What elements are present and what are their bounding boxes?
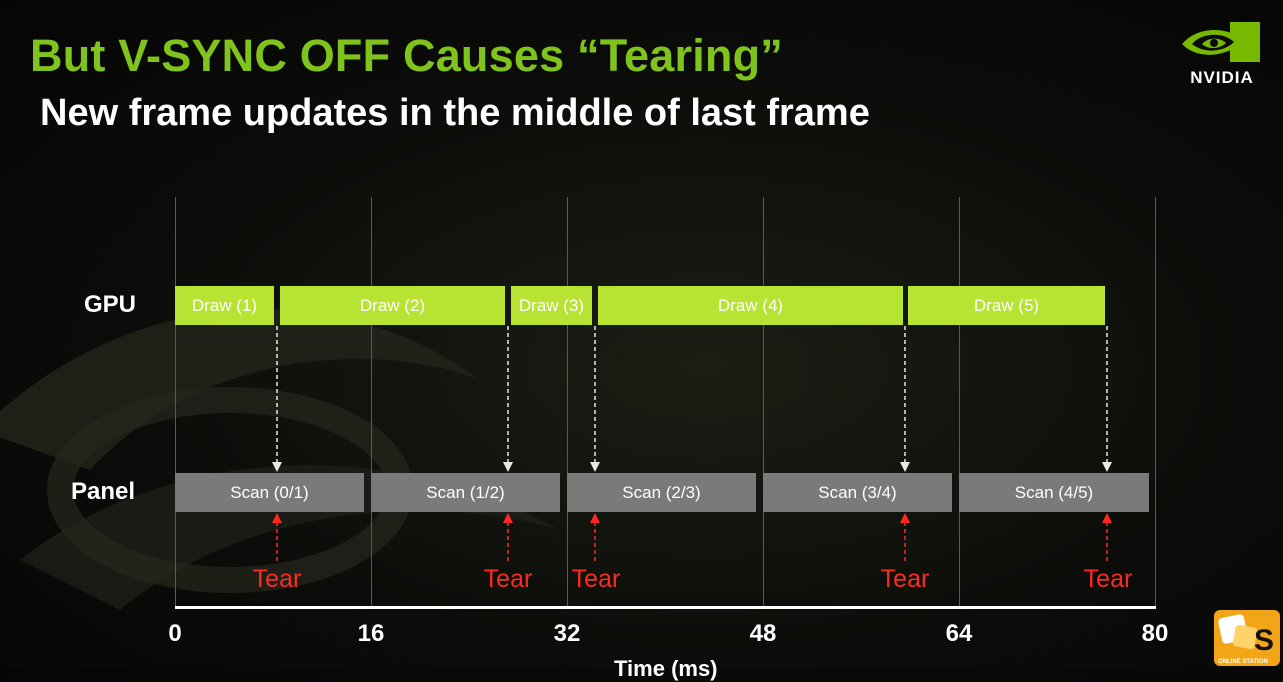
draw-bar-3: Draw (3) [511,286,592,325]
svg-text:ONLINE STATION: ONLINE STATION [1218,659,1268,665]
x-tick-label: 0 [168,620,182,647]
nvidia-eye-logo-icon [1182,22,1260,62]
tear-label: Tear [571,565,621,593]
gridline [175,197,176,608]
gridline [959,197,960,608]
gridline [371,197,372,608]
tear-label: Tear [483,565,533,593]
tear-label: Tear [880,565,930,593]
tear-arrowhead [900,513,910,523]
svg-text:S: S [1254,624,1274,657]
x-axis-label: Time (ms) [614,656,718,681]
tear-label: Tear [252,565,302,593]
arrowhead [1102,462,1112,472]
row-label-panel: Panel [71,478,136,505]
scan-bar-1: Scan (0/1) [175,473,364,512]
scan-bar-4: Scan (3/4) [763,473,952,512]
gridline [763,197,764,608]
nvidia-wordmark: NVIDIA [1190,68,1254,87]
draw-bar-2: Draw (2) [280,286,505,325]
x-tick-label: 48 [749,620,777,647]
x-tick-label: 32 [553,620,581,647]
arrowhead [900,462,910,472]
gridline [567,197,568,608]
tear-arrowhead [1102,513,1112,523]
draw-bar-4: Draw (4) [598,286,903,325]
draw-bar-1: Draw (1) [175,286,274,325]
slide-title: But V-SYNC OFF Causes “Tearing” [30,30,783,81]
x-tick-label: 64 [945,620,973,647]
time-axis-line [175,606,1156,609]
scan-bar-5: Scan (4/5) [959,473,1149,512]
tear-label: Tear [1083,565,1133,593]
x-tick-label: 16 [357,620,385,647]
draw-bar-5: Draw (5) [908,286,1105,325]
slide-subtitle: New frame updates in the middle of last … [40,92,870,134]
x-tick-label: 80 [1141,620,1169,647]
scan-bar-3: Scan (2/3) [567,473,756,512]
scan-bar-2: Scan (1/2) [371,473,560,512]
gridline [1155,197,1156,608]
row-label-gpu: GPU [84,291,137,318]
online-station-badge-icon: S ONLINE STATION [1214,610,1280,666]
